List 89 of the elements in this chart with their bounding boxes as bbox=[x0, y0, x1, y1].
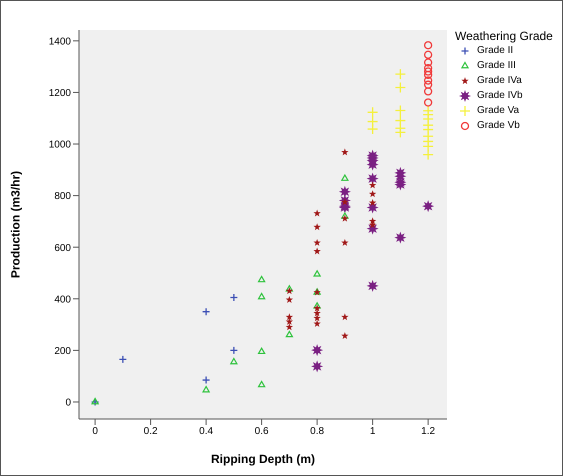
legend-title: Weathering Grade bbox=[455, 29, 554, 43]
legend-label: Grade Va bbox=[477, 105, 520, 116]
y-tick-label: 600 bbox=[54, 242, 72, 254]
point bbox=[341, 214, 349, 222]
x-tick-label: 1.2 bbox=[421, 426, 436, 438]
point bbox=[366, 280, 379, 292]
point bbox=[286, 323, 294, 330]
point bbox=[424, 80, 432, 89]
point bbox=[313, 223, 321, 230]
x-tick-label: 0.2 bbox=[144, 426, 158, 438]
point bbox=[368, 181, 376, 188]
point bbox=[368, 190, 376, 198]
point bbox=[394, 126, 406, 138]
point bbox=[366, 123, 378, 135]
point bbox=[313, 210, 321, 217]
y-tick-label: 800 bbox=[54, 191, 72, 202]
y-tick-label: 1200 bbox=[48, 88, 72, 99]
point bbox=[424, 76, 432, 85]
y-tick-label: 1000 bbox=[48, 140, 72, 151]
point bbox=[286, 330, 294, 338]
point bbox=[313, 238, 321, 246]
point bbox=[424, 67, 432, 76]
point bbox=[366, 172, 379, 185]
point bbox=[286, 287, 294, 294]
legend-label: Grade III bbox=[477, 60, 516, 71]
point bbox=[394, 114, 406, 126]
point bbox=[202, 308, 210, 316]
legend-label: Grade II bbox=[477, 45, 514, 56]
x-tick-label: 0.6 bbox=[254, 426, 269, 438]
x-tick-label: 0.4 bbox=[199, 426, 214, 438]
point bbox=[424, 50, 432, 59]
point bbox=[118, 355, 127, 364]
point bbox=[341, 332, 349, 340]
x-tick-label: 0.8 bbox=[310, 426, 325, 438]
point bbox=[366, 106, 378, 118]
y-tick-label: 0 bbox=[65, 398, 72, 409]
point bbox=[311, 360, 324, 372]
y-tick-label: 200 bbox=[54, 346, 72, 357]
point bbox=[424, 87, 432, 96]
point bbox=[286, 296, 294, 303]
point bbox=[258, 380, 266, 388]
legend-label: Grade IVb bbox=[477, 90, 523, 101]
point bbox=[313, 309, 321, 316]
point bbox=[286, 285, 294, 292]
point bbox=[258, 348, 266, 354]
point bbox=[202, 376, 210, 384]
point bbox=[230, 346, 238, 355]
point bbox=[424, 64, 432, 72]
point bbox=[313, 320, 321, 327]
point bbox=[422, 200, 434, 212]
point bbox=[313, 302, 321, 309]
x-tick-label: 0 bbox=[92, 426, 98, 438]
point bbox=[341, 212, 349, 219]
point bbox=[341, 313, 349, 320]
point bbox=[286, 313, 294, 320]
point bbox=[258, 276, 266, 282]
point bbox=[230, 293, 238, 302]
point bbox=[313, 314, 321, 322]
point bbox=[394, 178, 406, 191]
point bbox=[202, 386, 210, 392]
point bbox=[394, 104, 406, 116]
point bbox=[394, 68, 406, 80]
point bbox=[341, 174, 349, 181]
point bbox=[424, 70, 432, 80]
point bbox=[394, 82, 406, 94]
point bbox=[424, 41, 432, 50]
point bbox=[258, 292, 266, 300]
point bbox=[313, 270, 321, 277]
point bbox=[394, 232, 406, 244]
point bbox=[424, 58, 432, 67]
legend-label: Grade Vb bbox=[477, 120, 520, 131]
x-axis-title: Ripping Depth (m) bbox=[211, 452, 315, 466]
point bbox=[313, 304, 321, 312]
point bbox=[341, 148, 349, 156]
legend-label: Grade IVa bbox=[477, 75, 522, 86]
point bbox=[422, 148, 434, 160]
point bbox=[338, 186, 351, 198]
point bbox=[311, 344, 324, 356]
y-tick-label: 1400 bbox=[48, 36, 72, 48]
point bbox=[424, 98, 432, 107]
point bbox=[230, 358, 238, 364]
point bbox=[286, 318, 294, 325]
x-tick-label: 1 bbox=[370, 426, 376, 438]
point bbox=[313, 247, 321, 254]
point bbox=[422, 140, 434, 152]
point bbox=[368, 198, 376, 206]
y-axis-title: Production (m3/hr) bbox=[8, 170, 22, 278]
y-tick-label: 400 bbox=[54, 294, 72, 306]
point bbox=[341, 238, 349, 246]
